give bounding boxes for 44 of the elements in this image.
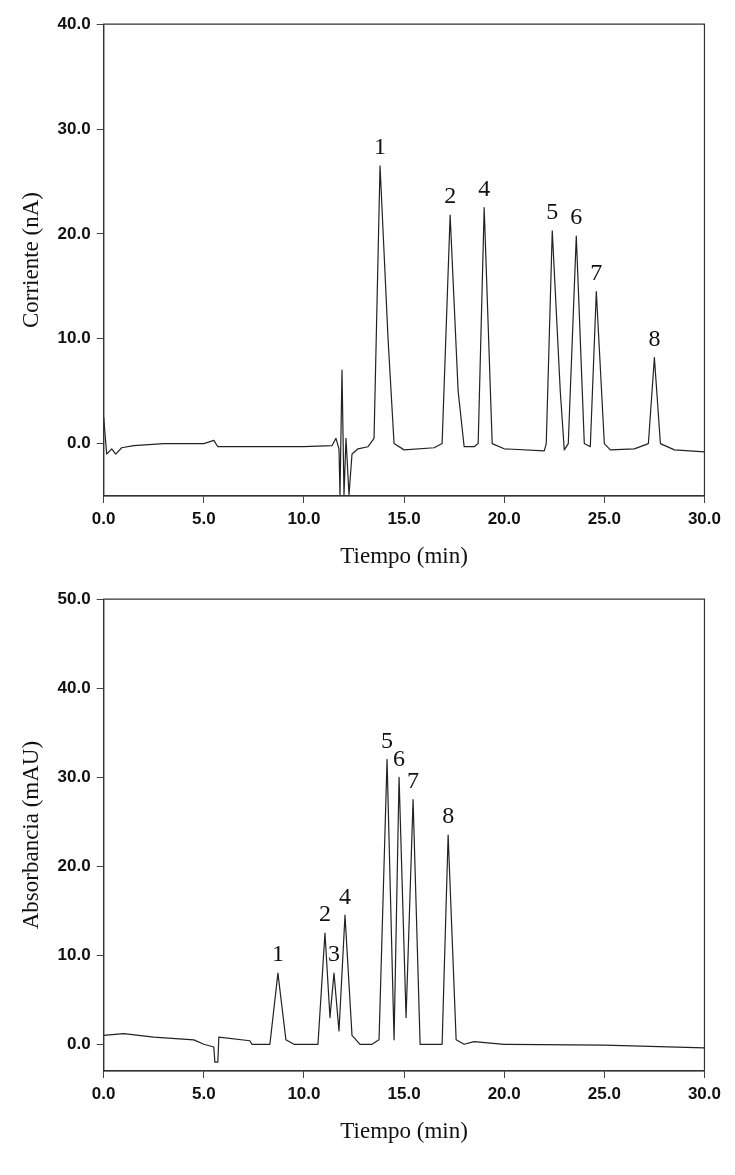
x-tick-label: 10.0 xyxy=(287,1083,321,1103)
annotation: 7 xyxy=(590,258,603,285)
x-axis-title: Tiempo (min) xyxy=(340,543,468,569)
x-tick-label: 15.0 xyxy=(387,1083,421,1103)
x-tick-label: 30.0 xyxy=(687,1083,721,1103)
y-tick-label: 0.0 xyxy=(67,433,91,453)
y-tick-label: 30.0 xyxy=(57,118,91,138)
annotation: 4 xyxy=(339,882,351,909)
y-tick-label: 10.0 xyxy=(57,944,91,964)
y-tick-label: 20.0 xyxy=(57,855,91,875)
annotation: 1 xyxy=(271,940,284,967)
x-tick-label: 0.0 xyxy=(91,1083,116,1103)
annotation: 3 xyxy=(327,940,340,967)
x-tick-label: 20.0 xyxy=(487,508,521,528)
annotation: 8 xyxy=(442,802,455,829)
x-tick-label: 10.0 xyxy=(287,508,321,528)
x-tick-label: 5.0 xyxy=(191,1083,216,1103)
y-tick-label: 40.0 xyxy=(57,677,91,697)
x-tick-label: 25.0 xyxy=(587,1083,621,1103)
y-tick-label: 30.0 xyxy=(57,766,91,786)
annotation: 2 xyxy=(318,900,331,927)
x-tick-label: 15.0 xyxy=(387,508,421,528)
y-tick-label: 0.0 xyxy=(67,1033,91,1053)
y-tick-label: 10.0 xyxy=(57,328,91,348)
annotation: 2 xyxy=(444,182,457,209)
y-axis-title: Corriente (nA) xyxy=(17,192,43,329)
x-tick-label: 20.0 xyxy=(487,1083,521,1103)
x-tick-label: 25.0 xyxy=(587,508,621,528)
annotation: 5 xyxy=(381,726,394,753)
y-tick-label: 20.0 xyxy=(57,223,91,243)
annotation: 7 xyxy=(407,766,420,793)
y-tick-label: 40.0 xyxy=(57,13,91,33)
x-tick-label: 5.0 xyxy=(191,508,216,528)
x-tick-label: 30.0 xyxy=(687,508,721,528)
y-tick-label: 50.0 xyxy=(57,588,91,608)
annotation: 6 xyxy=(570,203,583,230)
annotation: 1 xyxy=(374,133,387,160)
x-tick-label: 0.0 xyxy=(91,508,116,528)
annotation: 5 xyxy=(546,198,559,225)
annotation: 6 xyxy=(393,744,406,771)
y-axis-title: Absorbancia (mAU) xyxy=(17,740,43,930)
annotation: 4 xyxy=(478,174,491,201)
annotation: 8 xyxy=(648,324,661,351)
x-axis-title: Tiempo (min) xyxy=(340,1118,468,1144)
